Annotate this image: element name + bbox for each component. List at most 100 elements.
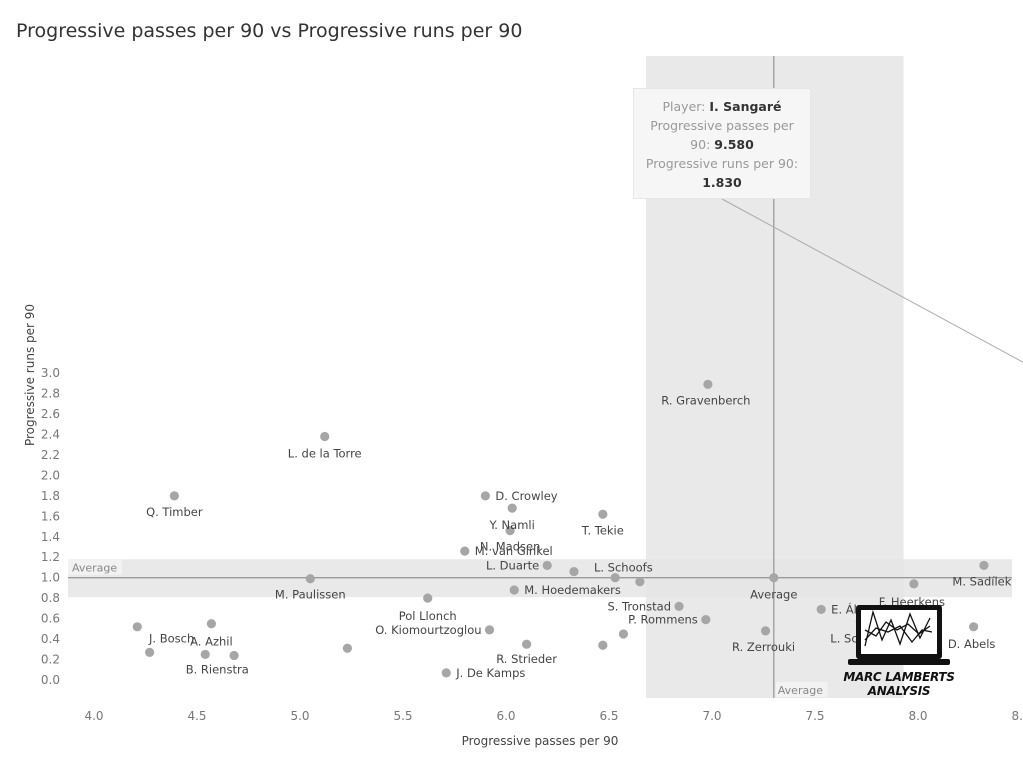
data-point-label: L. de la Torre bbox=[288, 447, 362, 461]
data-point bbox=[229, 650, 239, 661]
y-tick-label: 2.4 bbox=[41, 427, 60, 441]
y-tick-label: 1.8 bbox=[41, 489, 60, 503]
data-point bbox=[200, 649, 210, 660]
tooltip-player-value: I. Sangaré bbox=[709, 99, 782, 114]
y-tick-label: 0.4 bbox=[41, 632, 60, 646]
y-axis-label: Progressive runs per 90 bbox=[23, 304, 37, 446]
x-average-label-bg bbox=[775, 682, 828, 697]
brand-logo: MARC LAMBERTS ANALYSIS bbox=[818, 600, 980, 698]
data-point bbox=[569, 566, 579, 577]
y-tick-label: 2.0 bbox=[41, 468, 60, 482]
chart-title: Progressive passes per 90 vs Progressive… bbox=[16, 20, 523, 42]
data-point bbox=[703, 379, 713, 389]
tooltip-player-row: Player: I. Sangaré bbox=[634, 97, 810, 116]
data-point-label: J. De Kamps bbox=[455, 666, 525, 680]
x-tick-label: 8.5 bbox=[1011, 709, 1023, 723]
tooltip-runs-row: 1.830 bbox=[634, 173, 810, 192]
y-tick-label: 2.6 bbox=[41, 407, 60, 421]
data-point bbox=[769, 573, 779, 583]
x-axis-ticks: 4.04.55.05.56.06.57.07.58.08.59.09.510.0… bbox=[84, 709, 1023, 723]
data-point-label: A. Azhil bbox=[190, 635, 233, 649]
data-point-label: Q. Timber bbox=[146, 505, 203, 519]
data-point bbox=[701, 615, 711, 625]
x-tick-label: 4.5 bbox=[187, 709, 206, 723]
data-point bbox=[460, 546, 470, 556]
tooltip-passes-value: 9.580 bbox=[714, 137, 754, 152]
y-tick-label: 2.2 bbox=[41, 448, 60, 462]
data-points bbox=[132, 379, 989, 678]
x-tick-label: 4.0 bbox=[84, 709, 103, 723]
x-tick-label: 5.0 bbox=[290, 709, 309, 723]
data-point-label: R. Gravenberch bbox=[661, 393, 750, 407]
data-point bbox=[674, 601, 684, 611]
data-point bbox=[542, 560, 552, 571]
data-point bbox=[909, 579, 919, 589]
data-point-label: S. Tronstad bbox=[607, 599, 671, 613]
data-point-label: L. Duarte bbox=[486, 558, 539, 572]
data-point-label: Average bbox=[750, 588, 797, 602]
y-tick-label: 1.4 bbox=[41, 530, 60, 544]
tooltip-leader-line bbox=[721, 198, 1023, 363]
y-tick-label: 1.2 bbox=[41, 550, 60, 564]
x-average-label: Average bbox=[778, 684, 823, 697]
x-tick-label: 6.5 bbox=[599, 709, 618, 723]
logo-text: MARC LAMBERTS ANALYSIS bbox=[843, 670, 955, 698]
data-point bbox=[423, 593, 433, 603]
data-point-label: Pol Llonch bbox=[399, 609, 457, 623]
data-point bbox=[598, 640, 608, 650]
y-tick-label: 1.0 bbox=[41, 571, 60, 585]
data-point bbox=[480, 491, 490, 501]
tooltip-player-label: Player: bbox=[662, 99, 706, 114]
data-point-label: P. Rommens bbox=[628, 613, 698, 627]
data-point bbox=[505, 526, 515, 536]
tooltip-runs-label: Progressive runs per 90: bbox=[645, 156, 799, 171]
data-point bbox=[169, 491, 179, 501]
x-tick-label: 8.0 bbox=[908, 709, 927, 723]
data-point bbox=[969, 622, 979, 632]
data-point-label: J. Bosch bbox=[148, 631, 194, 645]
y-average-label-bg bbox=[68, 559, 122, 575]
y-tick-label: 2.8 bbox=[41, 387, 60, 401]
data-point-label: L. Schoofs bbox=[594, 561, 653, 575]
data-point-label: N. Madsen bbox=[480, 540, 541, 554]
data-point bbox=[206, 619, 217, 629]
y-tick-label: 0.6 bbox=[41, 612, 60, 626]
data-point bbox=[132, 622, 142, 632]
data-point bbox=[816, 604, 826, 615]
y-tick-label: 3.0 bbox=[41, 366, 60, 380]
data-point bbox=[760, 626, 771, 636]
data-point-label: M. Hoedemakers bbox=[524, 583, 621, 597]
data-point-label: T. Tekie bbox=[581, 523, 624, 537]
x-tick-label: 7.5 bbox=[805, 709, 824, 723]
tooltip-passes-label-end: 90: bbox=[690, 137, 711, 152]
y-axis-ticks: 0.0 0.2 0.4 0.6 0.8 1.0 1.2 1.4 1.6 1.8 2.0 2.2 2.4 2… bbox=[41, 366, 60, 687]
data-point-label: M. Sadílek bbox=[952, 574, 1011, 588]
data-point bbox=[522, 639, 532, 649]
data-point bbox=[145, 647, 155, 657]
x-tick-label: 5.5 bbox=[393, 709, 412, 723]
data-point-label: D. Abels bbox=[948, 637, 996, 651]
data-point bbox=[484, 625, 495, 635]
tooltip-passes-row: 90: 9.580 bbox=[634, 135, 810, 154]
data-point bbox=[610, 573, 620, 583]
y-tick-label: 0.8 bbox=[41, 591, 60, 605]
data-point bbox=[509, 585, 519, 595]
data-point-label: O. Kiomourtzoglou bbox=[375, 623, 481, 637]
y-tick-label: 1.6 bbox=[41, 509, 60, 523]
average-labels: Average Average bbox=[68, 559, 828, 697]
data-point bbox=[441, 668, 451, 678]
data-point-label: M. Paulissen bbox=[275, 588, 346, 602]
data-point-label: M. van Ginkel bbox=[475, 544, 553, 558]
data-point bbox=[635, 577, 645, 587]
y-tick-label: 0.2 bbox=[41, 653, 60, 667]
data-point-label: R. Zerrouki bbox=[732, 640, 795, 654]
tooltip-runs-value: 1.830 bbox=[702, 175, 742, 190]
tooltip: Player: I. Sangaré Progressive passes pe… bbox=[633, 88, 811, 199]
data-point bbox=[305, 574, 315, 584]
y-average-label: Average bbox=[72, 562, 117, 575]
data-point bbox=[507, 503, 517, 513]
y-tick-label: 0.0 bbox=[41, 673, 60, 687]
data-point bbox=[342, 643, 352, 653]
data-point bbox=[320, 431, 330, 442]
